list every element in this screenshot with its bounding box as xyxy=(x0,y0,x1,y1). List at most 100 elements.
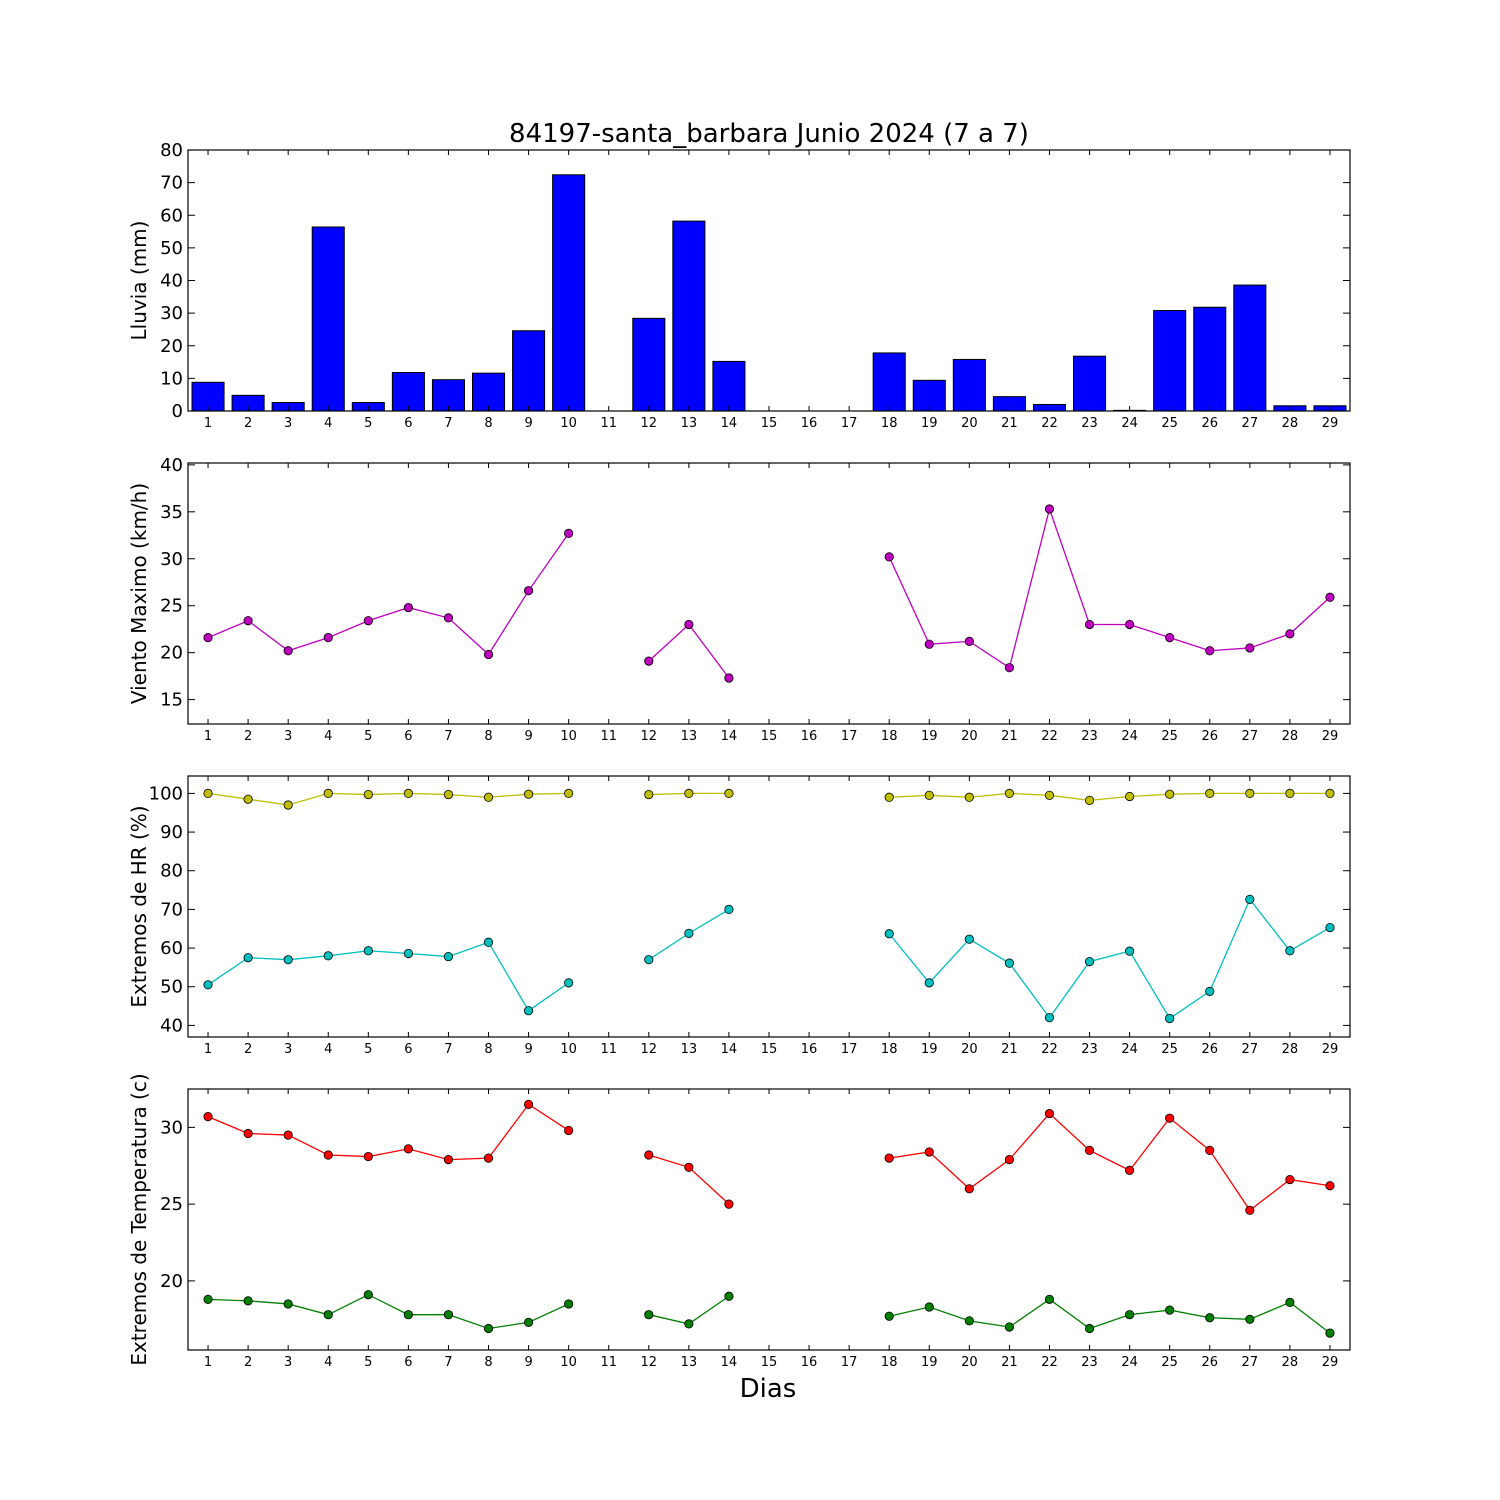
data-point xyxy=(523,1317,534,1327)
data-point xyxy=(1285,629,1295,639)
figure-title: 84197-santa_barbara Junio 2024 (7 a 7) xyxy=(509,119,1029,149)
x-tick-label: 27 xyxy=(1242,1042,1259,1057)
x-tick-label: 13 xyxy=(681,1355,698,1370)
data-point xyxy=(403,1144,413,1154)
data-point xyxy=(523,586,534,596)
y-tick-label: 90 xyxy=(160,822,183,843)
y-tick-label: 70 xyxy=(160,173,183,194)
y-tick-label: 20 xyxy=(160,643,183,664)
x-tick-label: 10 xyxy=(560,729,577,744)
data-point xyxy=(724,904,734,915)
x-tick-label: 6 xyxy=(404,729,412,744)
x-tick-label: 17 xyxy=(841,1042,858,1057)
data-point xyxy=(684,619,694,630)
data-point xyxy=(684,788,694,799)
x-tick-label: 27 xyxy=(1242,1355,1259,1370)
x-tick-label: 1 xyxy=(204,729,212,744)
data-point xyxy=(1325,592,1335,602)
x-tick-label: 15 xyxy=(761,1042,778,1057)
data-point xyxy=(203,633,213,643)
x-tick-label: 22 xyxy=(1041,1355,1058,1370)
x-tick-label: 2 xyxy=(244,416,252,431)
data-point xyxy=(1044,1108,1055,1119)
x-tick-label: 14 xyxy=(721,1042,738,1057)
x-tick-label: 4 xyxy=(324,1355,332,1370)
data-point xyxy=(1084,956,1095,967)
data-point xyxy=(724,673,734,683)
x-tick-label: 4 xyxy=(324,416,332,431)
x-tick-label: 27 xyxy=(1242,416,1259,431)
data-point xyxy=(363,1151,373,1162)
x-tick-label: 19 xyxy=(921,1355,938,1370)
data-point xyxy=(644,955,654,965)
x-tick-label: 5 xyxy=(364,729,372,744)
data-point xyxy=(483,1323,494,1334)
data-point xyxy=(1084,795,1095,805)
x-tick-label: 10 xyxy=(560,416,577,431)
data-point xyxy=(283,1299,293,1309)
data-point xyxy=(443,1155,454,1165)
x-tick-label: 9 xyxy=(524,729,532,744)
x-tick-label: 21 xyxy=(1001,416,1018,431)
data-point xyxy=(403,948,413,959)
y-tick-label: 35 xyxy=(160,502,183,523)
data-point xyxy=(964,792,974,802)
bar xyxy=(512,330,546,412)
bar xyxy=(391,372,425,412)
x-tick-label: 12 xyxy=(641,1355,658,1370)
data-point xyxy=(1084,1145,1095,1156)
x-tick-label: 28 xyxy=(1282,729,1299,744)
data-point xyxy=(724,788,734,799)
x-tick-label: 29 xyxy=(1322,416,1339,431)
data-point xyxy=(243,1128,253,1139)
x-tick-label: 4 xyxy=(324,729,332,744)
data-point xyxy=(283,955,293,965)
data-point xyxy=(1245,788,1255,799)
data-point xyxy=(644,1150,654,1160)
data-point xyxy=(1325,922,1335,933)
x-tick-label: 15 xyxy=(761,416,778,431)
data-point xyxy=(1325,1181,1335,1191)
data-point xyxy=(964,934,974,944)
data-point xyxy=(523,789,534,799)
x-tick-label: 7 xyxy=(444,1042,452,1057)
data-point xyxy=(483,792,494,802)
x-tick-label: 13 xyxy=(681,1042,698,1057)
x-tick-label: 18 xyxy=(881,1042,898,1057)
x-tick-label: 9 xyxy=(524,1042,532,1057)
x-tick-label: 18 xyxy=(881,1355,898,1370)
bar xyxy=(311,226,345,412)
data-point xyxy=(1125,946,1135,956)
data-point xyxy=(203,1112,213,1122)
x-tick-label: 24 xyxy=(1121,1355,1138,1370)
series-line xyxy=(207,533,570,656)
bar xyxy=(552,174,586,412)
data-point xyxy=(964,1184,974,1194)
data-point xyxy=(684,1319,694,1329)
x-tick-label: 19 xyxy=(921,416,938,431)
bar xyxy=(471,372,506,412)
x-tick-label: 23 xyxy=(1081,416,1098,431)
data-point xyxy=(1125,1310,1135,1320)
data-point xyxy=(1165,1305,1175,1315)
x-tick-label: 11 xyxy=(600,729,617,744)
data-point xyxy=(924,1147,934,1157)
x-tick-label: 24 xyxy=(1121,729,1138,744)
x-tick-label: 1 xyxy=(204,1042,212,1057)
x-tick-label: 10 xyxy=(560,1042,577,1057)
data-point xyxy=(323,788,333,799)
data-point xyxy=(1205,1145,1215,1156)
y-tick-label: 25 xyxy=(160,596,183,617)
x-tick-label: 2 xyxy=(244,1042,252,1057)
panel-4: 1 2 3 4 5 6 7 8 9 10 11 12 13 14 15 16 17 18 19 20 21 22 23 24 2… xyxy=(127,1073,1351,1370)
series-line xyxy=(208,1294,569,1330)
x-tick-label: 24 xyxy=(1121,416,1138,431)
x-tick-label: 13 xyxy=(681,416,698,431)
data-point xyxy=(1285,788,1295,799)
x-tick-label: 9 xyxy=(524,416,532,431)
data-point xyxy=(243,794,253,804)
y-tick-label: 80 xyxy=(160,861,183,882)
x-tick-label: 20 xyxy=(961,416,978,431)
